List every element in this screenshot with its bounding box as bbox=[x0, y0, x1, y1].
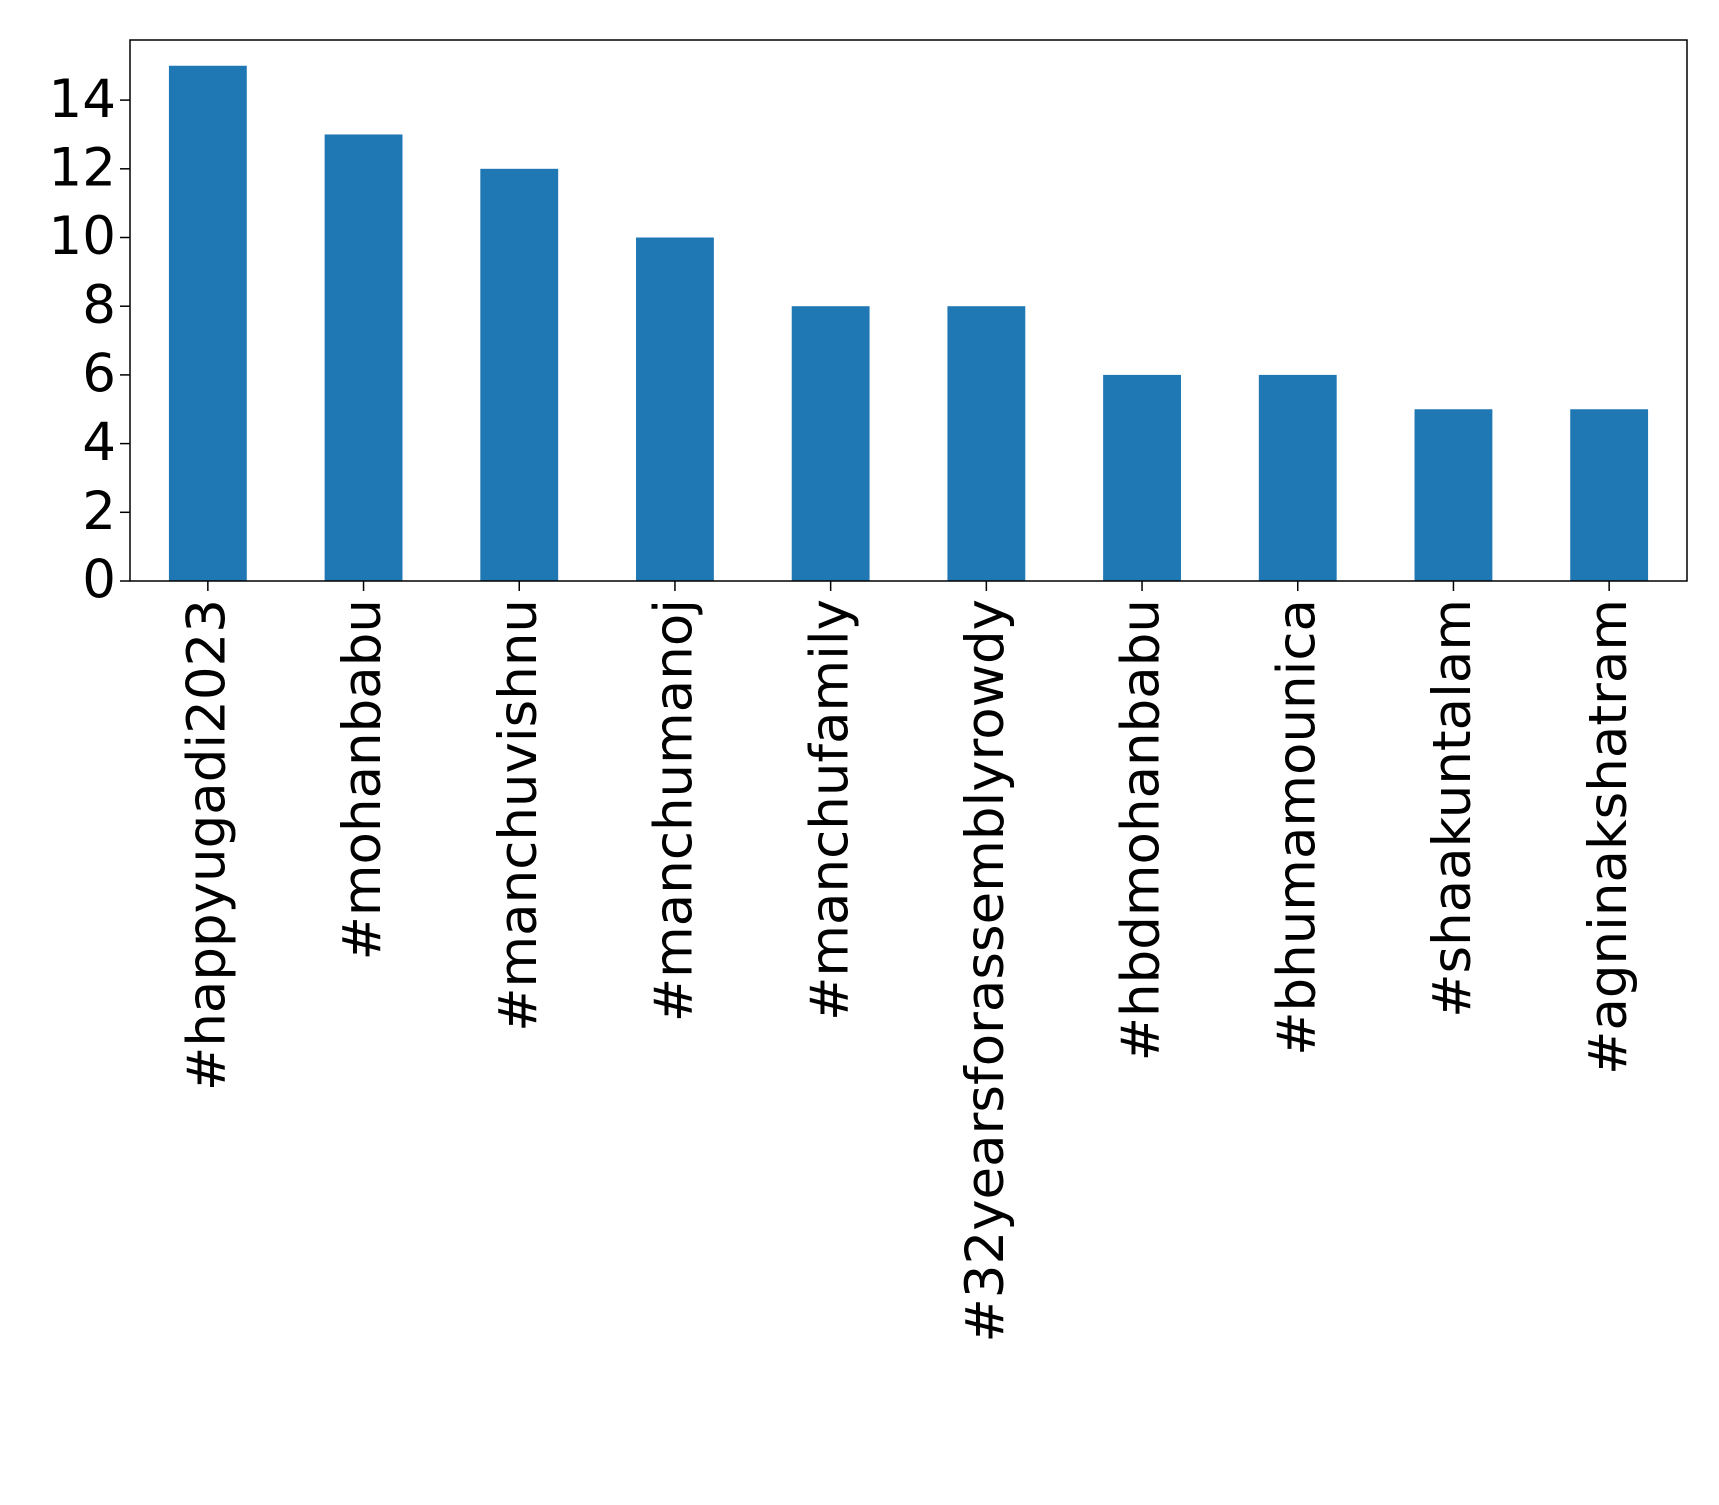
x-tick-label: #hbdmohanbabu bbox=[1111, 599, 1172, 1061]
x-tick-label: #manchuvishnu bbox=[488, 599, 549, 1032]
bar bbox=[480, 168, 559, 582]
bar bbox=[1103, 374, 1181, 581]
bar bbox=[1414, 409, 1493, 581]
x-tick-label: #bhumamounica bbox=[1266, 599, 1327, 1056]
bar bbox=[636, 237, 714, 581]
bar bbox=[791, 306, 870, 581]
y-tick-label: 6 bbox=[82, 344, 116, 405]
y-tick-label: 0 bbox=[82, 550, 116, 611]
bar bbox=[947, 306, 1026, 581]
x-tick-label: #happyugadi2023 bbox=[176, 599, 237, 1091]
y-tick-label: 2 bbox=[82, 481, 116, 542]
x-tick-label: #mohanbabu bbox=[332, 599, 393, 960]
x-tick-label: #agninakshatram bbox=[1578, 599, 1639, 1075]
y-tick-label: 14 bbox=[49, 69, 116, 130]
x-tick-label: #32yearsforassemblyrowdy bbox=[955, 599, 1016, 1343]
plot-frame bbox=[129, 39, 1688, 582]
bar bbox=[324, 134, 403, 581]
x-tick-label: #manchumanoj bbox=[644, 599, 705, 1022]
x-tick-label: #manchufamily bbox=[799, 599, 860, 1021]
y-tick-label: 10 bbox=[49, 206, 116, 267]
y-tick-label: 4 bbox=[82, 412, 116, 473]
bar bbox=[1258, 374, 1337, 581]
y-tick-label: 12 bbox=[49, 137, 116, 198]
y-tick-label: 8 bbox=[82, 275, 116, 336]
bar bbox=[168, 65, 247, 581]
x-tick-label: #shaakuntalam bbox=[1422, 599, 1483, 1018]
bar bbox=[1570, 409, 1649, 581]
